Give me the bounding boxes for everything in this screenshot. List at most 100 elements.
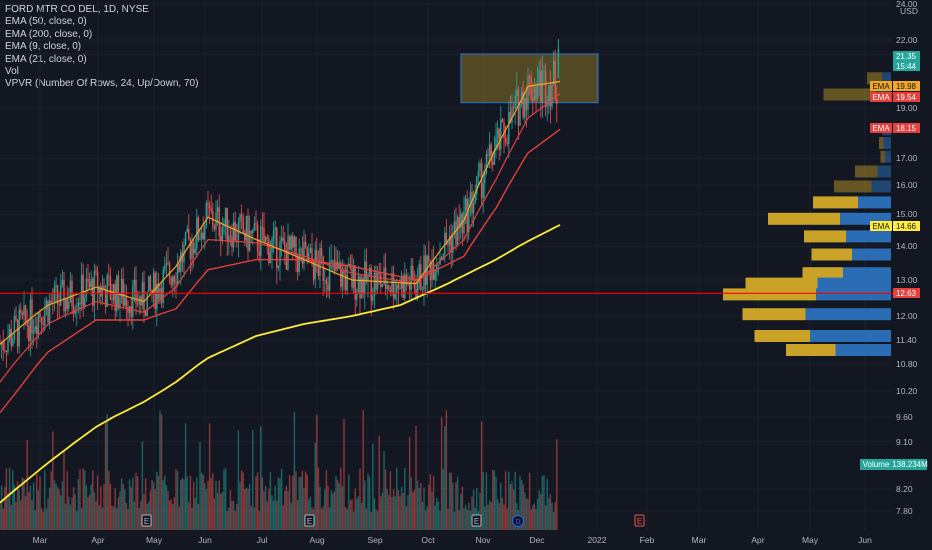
legend-vpvr[interactable]: VPVR (Number Of Rows, 24, Up/Down, 70) xyxy=(5,78,199,90)
legend-ema9[interactable]: EMA (9, close, 0) xyxy=(5,41,82,53)
svg-text:E: E xyxy=(307,517,312,526)
candle-body xyxy=(208,205,211,209)
volume-bar xyxy=(528,472,531,530)
earnings-marker[interactable]: E xyxy=(304,514,315,527)
volume-bar xyxy=(2,508,4,530)
candle-body xyxy=(7,339,9,352)
legend-symbol[interactable]: FORD MTR CO DEL, 1D, NYSE xyxy=(5,4,149,15)
price-badge-value: 19.98 xyxy=(896,82,917,91)
volume-bar xyxy=(285,485,288,530)
price-badge: EMA 19.54 xyxy=(870,92,920,102)
date-tick: 2022 xyxy=(588,535,607,545)
candle-body xyxy=(325,280,328,285)
volume-bar xyxy=(47,498,49,530)
candle-body xyxy=(469,191,472,202)
volume-bar xyxy=(437,501,440,530)
volume-bar xyxy=(66,471,68,530)
earnings-marker[interactable]: E xyxy=(141,514,152,527)
volume-bar xyxy=(210,478,212,530)
volume-bar xyxy=(397,489,400,530)
volume-bar xyxy=(352,511,355,530)
vpvr-down-bar xyxy=(768,212,840,225)
volume-bar xyxy=(48,487,51,530)
volume-bar xyxy=(263,491,265,530)
earnings-marker[interactable]: E xyxy=(471,514,482,527)
volume-bar xyxy=(276,500,278,530)
candle-body xyxy=(266,236,268,239)
volume-bar xyxy=(244,488,246,530)
candle-body xyxy=(476,176,478,195)
candle-body xyxy=(66,298,68,309)
legend-ema200[interactable]: EMA (200, close, 0) xyxy=(5,28,93,40)
candle-body xyxy=(255,223,257,225)
volume-bar xyxy=(117,497,120,530)
date-tick: Jun xyxy=(858,535,872,545)
candle-body xyxy=(487,154,489,156)
candle-body xyxy=(162,269,164,303)
candle-body xyxy=(472,202,475,213)
volume-bar xyxy=(127,508,129,530)
volume-bar xyxy=(189,475,192,530)
candle-body xyxy=(74,311,76,314)
volume-bar xyxy=(415,425,417,530)
candle-body xyxy=(463,210,465,233)
price-badge-value: 12.63 xyxy=(896,289,917,298)
price-badge-value: 19.54 xyxy=(896,93,917,102)
volume-bar xyxy=(90,484,92,530)
candle-body xyxy=(324,280,326,282)
legend-ema21[interactable]: EMA (21, close, 0) xyxy=(5,53,87,65)
volume-bar xyxy=(506,508,508,530)
volume-bar xyxy=(213,498,216,530)
candle-body xyxy=(152,272,155,293)
volume-bar xyxy=(87,496,89,530)
price-axis[interactable]: USD24.0022.0021.0019.0017.0016.0015.0014… xyxy=(893,0,932,530)
volume-bar xyxy=(376,511,379,530)
dividend-marker[interactable]: D xyxy=(512,515,524,527)
volume-bar xyxy=(120,478,123,530)
candle-body xyxy=(264,236,267,243)
date-tick: May xyxy=(802,535,819,545)
volume-bar xyxy=(391,497,393,530)
candle-body xyxy=(50,300,52,303)
candle-body xyxy=(247,215,249,251)
candle-body xyxy=(29,299,32,342)
volume-bar xyxy=(237,430,240,530)
date-tick: Oct xyxy=(421,535,435,545)
ema9-line xyxy=(0,80,561,345)
chart-legend: FORD MTR CO DEL, 1D, NYSE EMA (50, close… xyxy=(5,4,198,91)
volume-bar xyxy=(15,501,17,530)
candle-body xyxy=(504,138,507,143)
volume-bar xyxy=(96,475,99,530)
earnings-marker[interactable]: E xyxy=(634,514,645,527)
volume-bar xyxy=(370,511,372,530)
volume-bar xyxy=(282,505,284,530)
volume-bar xyxy=(512,489,515,530)
volume-bar xyxy=(536,498,539,530)
volume-bar xyxy=(292,475,294,530)
candle-body xyxy=(31,299,33,334)
date-axis[interactable]: Mar Apr May Jun Jul Aug Sep Oct Nov Dec 2022 Feb Mar… xyxy=(0,530,932,550)
volume-bar xyxy=(450,472,452,530)
volume-bar xyxy=(80,508,83,530)
candle-body xyxy=(333,259,336,271)
candle-body xyxy=(288,236,291,250)
candle-body xyxy=(477,171,480,177)
volume-bar xyxy=(207,480,209,530)
volume-bar xyxy=(168,500,171,530)
volume-bar xyxy=(386,489,388,530)
candle-body xyxy=(135,279,137,304)
ema50-line xyxy=(0,128,561,414)
candle-body xyxy=(47,300,49,323)
candle-body xyxy=(303,241,305,264)
volume-bar xyxy=(159,410,161,530)
volume-bar xyxy=(280,468,283,530)
legend-vol[interactable]: Vol xyxy=(5,66,19,78)
legend-ema50[interactable]: EMA (50, close, 0) xyxy=(5,16,87,28)
volume-bar xyxy=(152,482,155,530)
candle-body xyxy=(157,283,160,299)
vpvr-up-bar xyxy=(882,72,891,85)
volume-bar xyxy=(223,469,225,530)
candle-body xyxy=(26,320,28,326)
date-tick: Mar xyxy=(692,535,707,545)
